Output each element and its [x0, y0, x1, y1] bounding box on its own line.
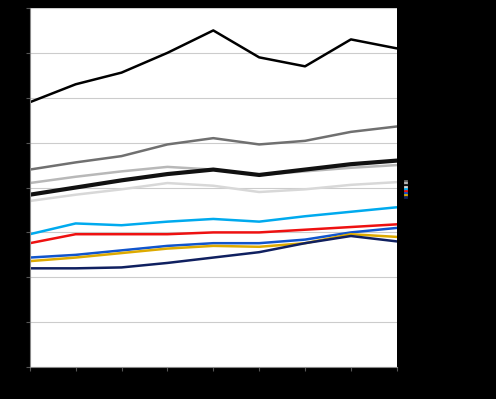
Legend: , , , , , , , , , : , , , , , , , , ,	[404, 178, 408, 198]
